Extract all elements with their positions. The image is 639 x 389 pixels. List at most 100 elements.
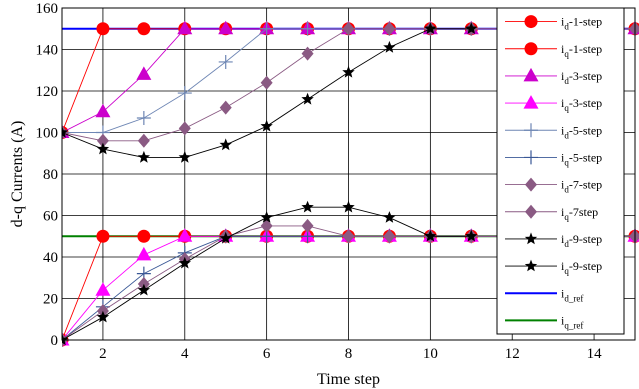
data-point (177, 228, 193, 242)
data-point (301, 92, 314, 105)
legend-label: id-5-step (561, 123, 602, 140)
legend-item-d-7-step: id-7-step (505, 177, 602, 195)
data-point (219, 100, 232, 115)
legend-label: id-9-step (561, 232, 602, 249)
legend-swatch-marker (524, 15, 538, 29)
legend-item-q_ref: iq_ref (505, 313, 583, 330)
x-axis-label: Time step (317, 371, 380, 388)
y-tick-label: 0 (51, 333, 59, 349)
y-tick-label: 160 (36, 1, 59, 17)
data-point (424, 229, 437, 242)
legend-swatch-marker (525, 177, 537, 192)
x-tick-label: 10 (423, 346, 438, 362)
legend-label: iq_ref (561, 313, 583, 330)
data-point (96, 310, 110, 323)
data-point (342, 65, 355, 78)
x-tick-label: 8 (345, 346, 353, 362)
data-point (219, 231, 232, 244)
legend-label: iq-9-step (561, 259, 602, 276)
legend-item-d-5-step: id-5-step (505, 123, 602, 140)
data-point (465, 22, 478, 34)
data-point (424, 22, 437, 34)
data-point (259, 21, 274, 36)
y-tick-label: 140 (36, 43, 59, 59)
data-point (383, 229, 396, 244)
legend-swatch-marker (523, 67, 539, 82)
series-group (62, 20, 639, 347)
y-tick-label: 120 (36, 84, 59, 100)
data-point (137, 283, 150, 296)
legend-item-q-9-step: iq-9-step (505, 259, 602, 276)
data-point (137, 22, 151, 36)
data-point (95, 103, 111, 118)
data-point (342, 21, 355, 36)
x-tick-label: 12 (505, 346, 520, 362)
data-point (177, 86, 192, 101)
data-point (136, 110, 151, 125)
legend-label: iq-5-step (561, 150, 602, 167)
data-point (218, 54, 233, 69)
legend-swatch-marker (524, 150, 538, 165)
data-point (300, 21, 315, 36)
data-point (95, 282, 111, 296)
data-point (136, 66, 152, 80)
data-point (218, 20, 234, 35)
data-point (629, 21, 639, 36)
data-point (260, 75, 273, 90)
legend-item-q-3-step: iq-3-step (505, 95, 602, 113)
data-point (219, 138, 232, 151)
legend-swatch-marker (523, 95, 539, 109)
data-point (136, 246, 152, 261)
legend-label: id-7-step (561, 178, 602, 195)
data-point (383, 21, 396, 36)
data-point (383, 40, 396, 53)
legend-item-d_ref: id_ref (505, 286, 583, 303)
legend-item-q-5-step: iq-5-step (505, 150, 602, 167)
data-point (301, 200, 314, 213)
data-point (96, 133, 109, 148)
legend-item-d-1-step: id-1-step (505, 15, 602, 32)
data-point (62, 333, 69, 346)
legend-swatch-marker (524, 42, 538, 56)
data-point (178, 121, 191, 136)
legend-swatch-marker (524, 232, 538, 245)
data-point (96, 229, 110, 243)
data-point (260, 218, 273, 233)
legend-label: iq-3-step (561, 96, 602, 113)
legend-item-d-3-step: id-3-step (505, 67, 602, 86)
y-tick-label: 100 (36, 126, 59, 142)
legend-label: iq-7step (561, 205, 598, 222)
legend-swatch-marker (525, 204, 537, 219)
data-point (178, 150, 191, 163)
legend-label: id-1-step (561, 15, 602, 32)
legend-item-d-9-step: id-9-step (505, 232, 602, 249)
y-axis-label: d-q Currents (A) (9, 121, 26, 228)
legend-item-q-7step: iq-7step (505, 204, 598, 222)
x-tick-label: 4 (181, 346, 189, 362)
legend-swatch-marker (524, 123, 538, 138)
legend-label: iq-1-step (561, 42, 602, 59)
series-d-9-step (62, 22, 478, 163)
data-point (629, 229, 639, 244)
data-point (383, 211, 396, 223)
data-point (260, 119, 273, 132)
data-point (260, 211, 273, 223)
legend-label: id-3-step (561, 69, 602, 86)
data-point (137, 133, 150, 148)
data-point (342, 229, 355, 244)
y-tick-label: 60 (43, 209, 58, 225)
y-tick-label: 40 (43, 250, 58, 266)
y-tick-label: 80 (43, 167, 58, 183)
legend-swatch-marker (524, 259, 538, 272)
data-point (301, 46, 314, 61)
plot-frame (61, 7, 636, 341)
x-tick-label: 14 (587, 346, 603, 362)
legend-box (496, 7, 625, 335)
data-point (96, 142, 110, 155)
legend: id-1-step iq-1-step id-3-step iq-3-step id-5… (496, 7, 625, 335)
legend-item-q-1-step: iq-1-step (505, 42, 602, 59)
data-point (137, 150, 150, 163)
data-point (177, 20, 193, 35)
